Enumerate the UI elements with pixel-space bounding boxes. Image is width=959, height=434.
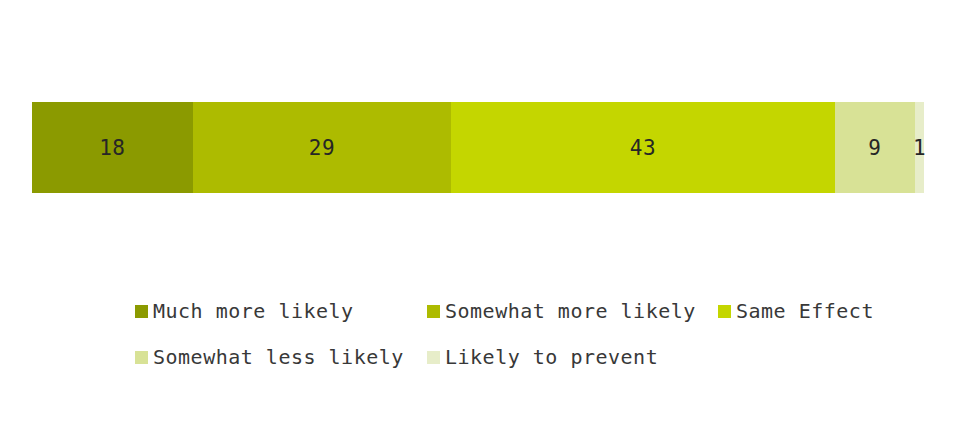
legend-item-somewhat-more-likely: Somewhat more likely (427, 299, 696, 323)
legend-swatch-icon (427, 351, 440, 364)
stacked-bar-chart: 18 29 43 9 1 Much more likely Somewhat more l… (0, 0, 959, 434)
legend-label: Same Effect (736, 299, 874, 323)
bar-segment-value: 9 (868, 136, 881, 160)
legend-label: Somewhat less likely (153, 345, 404, 369)
legend-swatch-icon (135, 351, 148, 364)
bar-segment-same-effect: 43 (451, 102, 835, 193)
bar-segment-value: 18 (99, 136, 125, 160)
legend-item-somewhat-less-likely: Somewhat less likely (135, 345, 404, 369)
bar-segment-much-more-likely: 18 (32, 102, 193, 193)
legend-swatch-icon (427, 305, 440, 318)
legend-swatch-icon (135, 305, 148, 318)
bar-segment-somewhat-more-likely: 29 (193, 102, 452, 193)
legend-swatch-icon (718, 305, 731, 318)
stacked-bar: 18 29 43 9 1 (32, 102, 924, 193)
legend-label: Much more likely (153, 299, 354, 323)
legend-item-likely-to-prevent: Likely to prevent (427, 345, 658, 369)
legend-item-same-effect: Same Effect (718, 299, 874, 323)
bar-segment-likely-to-prevent: 1 (915, 102, 924, 193)
bar-segment-value: 29 (309, 136, 335, 160)
legend-label: Likely to prevent (445, 345, 658, 369)
bar-segment-value: 1 (913, 136, 926, 160)
legend-item-much-more-likely: Much more likely (135, 299, 354, 323)
bar-segment-somewhat-less-likely: 9 (835, 102, 915, 193)
legend: Much more likely Somewhat more likely Same… (0, 0, 959, 434)
legend-label: Somewhat more likely (445, 299, 696, 323)
bar-segment-value: 43 (630, 136, 656, 160)
